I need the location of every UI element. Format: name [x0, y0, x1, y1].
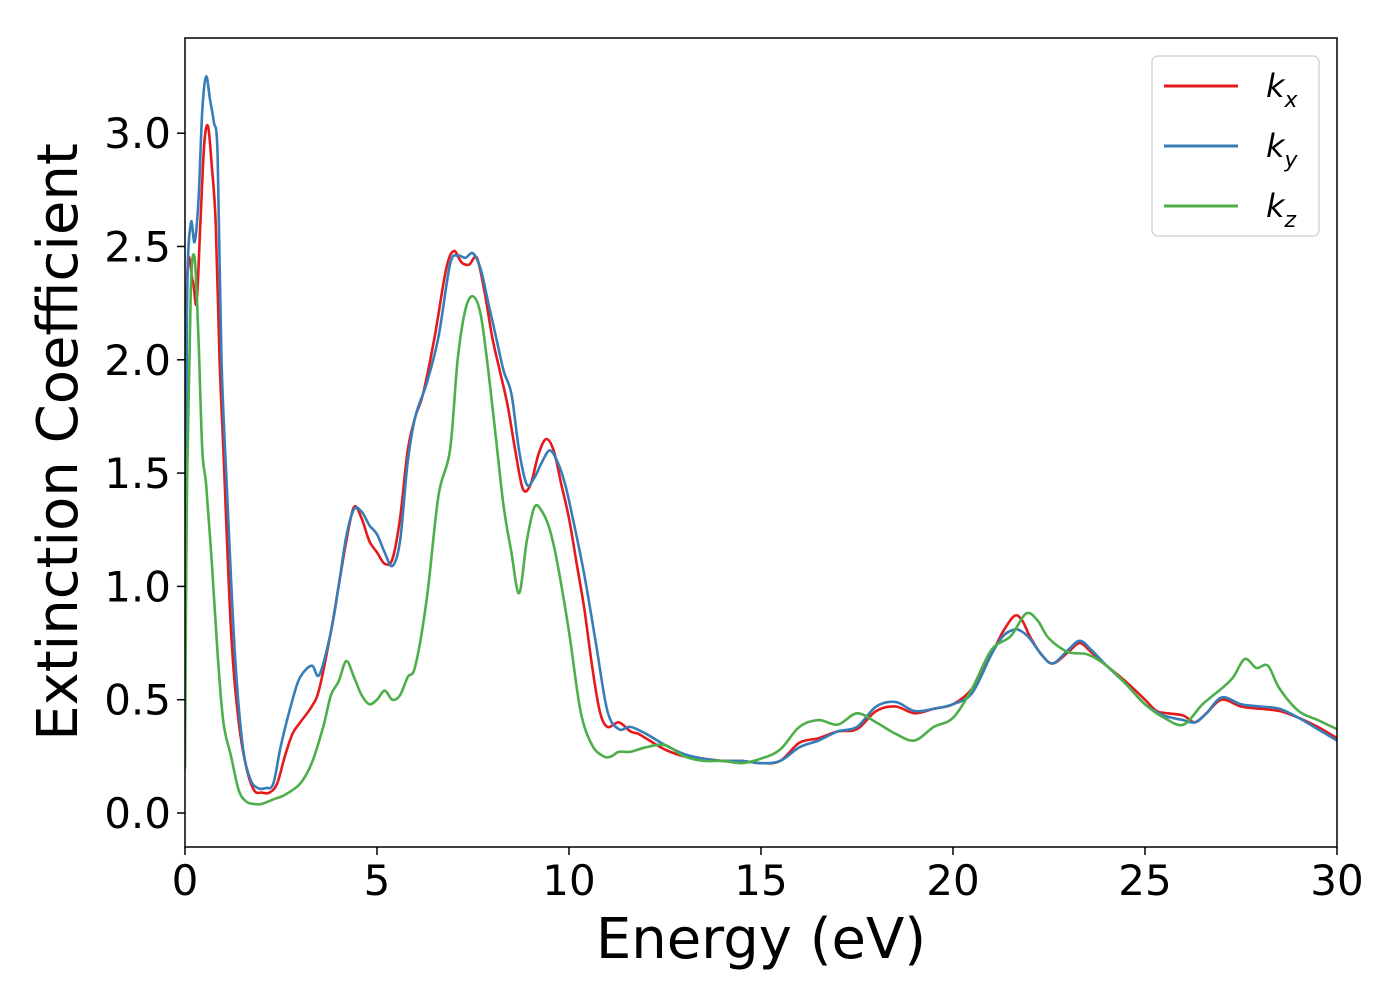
y-axis-title: Extinction Coefficient: [26, 143, 91, 741]
x-axis-ticks: 0 5 10 15 20 25 30: [172, 847, 1364, 905]
x-tick-label: 30: [1310, 856, 1363, 905]
legend-label-subscript: y: [1284, 148, 1299, 173]
legend-label-kx: kx: [1266, 67, 1299, 113]
y-tick-label: 0.0: [104, 789, 171, 838]
x-tick-label: 10: [542, 856, 595, 905]
legend-label-subscript: x: [1284, 88, 1299, 113]
y-axis-ticks: 0.0 0.5 1.0 1.5 2.0 2.5 3.0: [104, 109, 185, 838]
y-tick-label: 1.0: [104, 562, 171, 611]
x-tick-label: 20: [926, 856, 979, 905]
x-tick-label: 25: [1118, 856, 1171, 905]
y-tick-label: 3.0: [104, 109, 171, 158]
y-tick-label: 1.5: [104, 449, 171, 498]
y-tick-label: 2.0: [104, 336, 171, 385]
x-tick-label: 15: [734, 856, 787, 905]
x-tick-label: 0: [172, 856, 199, 905]
legend-label-kz: kz: [1266, 187, 1297, 233]
series-line-ky: [185, 75, 1337, 791]
series-layer: [185, 75, 1337, 806]
x-axis-title: Energy (eV): [596, 907, 926, 972]
y-tick-label: 2.5: [104, 222, 171, 271]
legend-label-ky: ky: [1266, 127, 1299, 173]
y-tick-label: 0.5: [104, 676, 171, 725]
x-tick-label: 5: [364, 856, 391, 905]
legend-label-main: k: [1266, 187, 1286, 225]
legend-label-main: k: [1266, 127, 1286, 165]
series-line-kz: [185, 253, 1337, 806]
legend-label-main: k: [1266, 67, 1286, 105]
legend-label-subscript: z: [1284, 208, 1297, 233]
